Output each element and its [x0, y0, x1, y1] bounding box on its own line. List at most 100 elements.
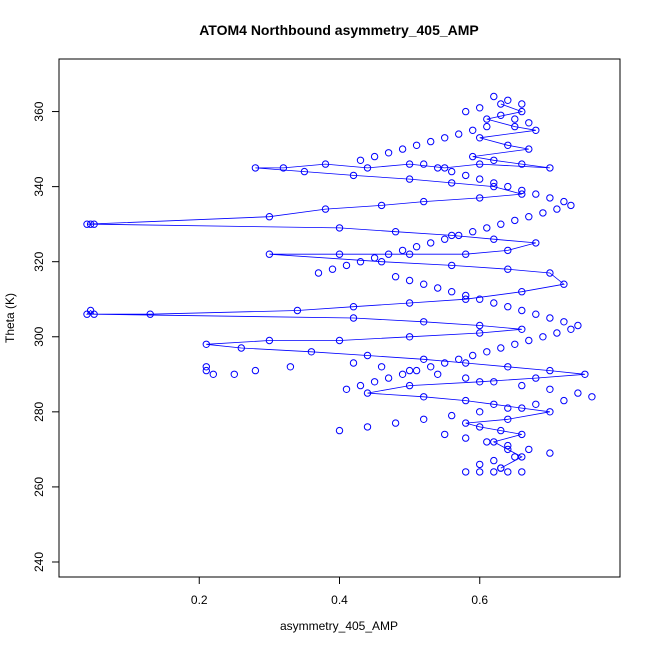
data-point	[525, 336, 533, 345]
data-point	[546, 408, 554, 416]
data-point	[420, 318, 428, 326]
data-point	[497, 464, 505, 472]
data-point	[405, 250, 414, 258]
data-point	[90, 220, 98, 228]
data-point	[518, 288, 526, 296]
data-point	[377, 258, 386, 266]
data-point	[405, 299, 414, 307]
series-line	[86, 103, 585, 469]
data-point	[434, 164, 442, 172]
data-point	[525, 119, 533, 127]
data-point	[532, 239, 540, 247]
data-point	[441, 235, 449, 243]
data-point	[279, 164, 288, 172]
data-point	[398, 246, 407, 255]
data-point	[518, 190, 526, 198]
data-point	[335, 336, 344, 345]
data-point	[497, 426, 505, 435]
data-point	[146, 310, 154, 318]
data-point	[546, 366, 554, 375]
data-point	[462, 107, 470, 116]
data-point	[532, 310, 540, 318]
data-point	[504, 441, 512, 450]
data-point	[504, 182, 512, 191]
data-point	[441, 359, 449, 367]
data-point	[363, 389, 372, 397]
data-point	[518, 160, 526, 168]
data-point	[560, 197, 568, 206]
data-point	[412, 141, 421, 150]
data-point	[546, 269, 554, 277]
data-point	[539, 333, 547, 341]
data-point	[476, 423, 484, 431]
data-point	[546, 449, 554, 457]
data-point	[230, 370, 239, 378]
data-point	[398, 145, 407, 153]
data-point	[420, 280, 428, 288]
data-point	[490, 156, 498, 165]
y-tick-label: 360	[32, 101, 46, 121]
data-point	[518, 430, 526, 439]
data-point	[539, 209, 547, 217]
data-point	[356, 258, 365, 266]
data-point	[420, 197, 428, 206]
data-point	[455, 355, 463, 363]
data-point	[518, 404, 526, 412]
data-point	[462, 419, 470, 427]
data-point	[405, 276, 414, 285]
y-tick-label: 340	[32, 176, 46, 196]
data-point	[504, 363, 512, 371]
data-point	[251, 366, 260, 375]
data-point	[490, 182, 498, 191]
data-point	[588, 393, 596, 401]
chart-title: ATOM4 Northbound asymmetry_405_AMP	[199, 22, 479, 38]
data-point	[420, 415, 428, 423]
data-point	[412, 243, 421, 251]
data-point	[83, 220, 91, 228]
y-tick-label: 300	[32, 326, 46, 346]
data-point	[202, 363, 211, 371]
data-point	[448, 179, 456, 187]
data-point	[511, 122, 519, 131]
data-point	[504, 141, 512, 150]
data-point	[476, 194, 484, 202]
data-point	[349, 303, 358, 311]
data-point	[363, 164, 372, 172]
data-point	[427, 137, 435, 146]
data-point	[504, 445, 512, 454]
data-point	[504, 415, 512, 423]
data-point	[377, 201, 386, 210]
data-point	[356, 381, 365, 390]
data-point	[434, 284, 442, 292]
data-point	[209, 370, 218, 378]
data-point	[553, 205, 561, 213]
data-point	[518, 186, 526, 195]
data-point	[574, 321, 582, 330]
data-point	[265, 213, 274, 221]
data-point	[384, 149, 393, 157]
data-point	[497, 220, 505, 228]
data-point	[405, 160, 414, 168]
data-point	[532, 400, 540, 408]
x-axis-label: asymmetry_405_AMP	[280, 619, 398, 633]
data-point	[504, 303, 512, 311]
data-point	[448, 288, 456, 296]
x-axis: 0.2 0.4 0.6	[191, 577, 488, 607]
data-point	[518, 306, 526, 315]
data-point	[202, 340, 211, 348]
y-tick-label: 320	[32, 251, 46, 271]
data-point	[265, 250, 274, 258]
data-point	[237, 344, 246, 352]
data-point	[462, 374, 470, 382]
data-point	[476, 329, 484, 337]
x-tick-label: 0.2	[191, 593, 208, 607]
data-point	[560, 280, 568, 288]
data-point	[483, 115, 491, 123]
data-point	[476, 104, 484, 112]
data-point	[518, 453, 526, 461]
data-point	[490, 456, 498, 465]
data-point	[441, 430, 449, 439]
data-point	[525, 445, 533, 454]
data-point	[420, 355, 428, 363]
